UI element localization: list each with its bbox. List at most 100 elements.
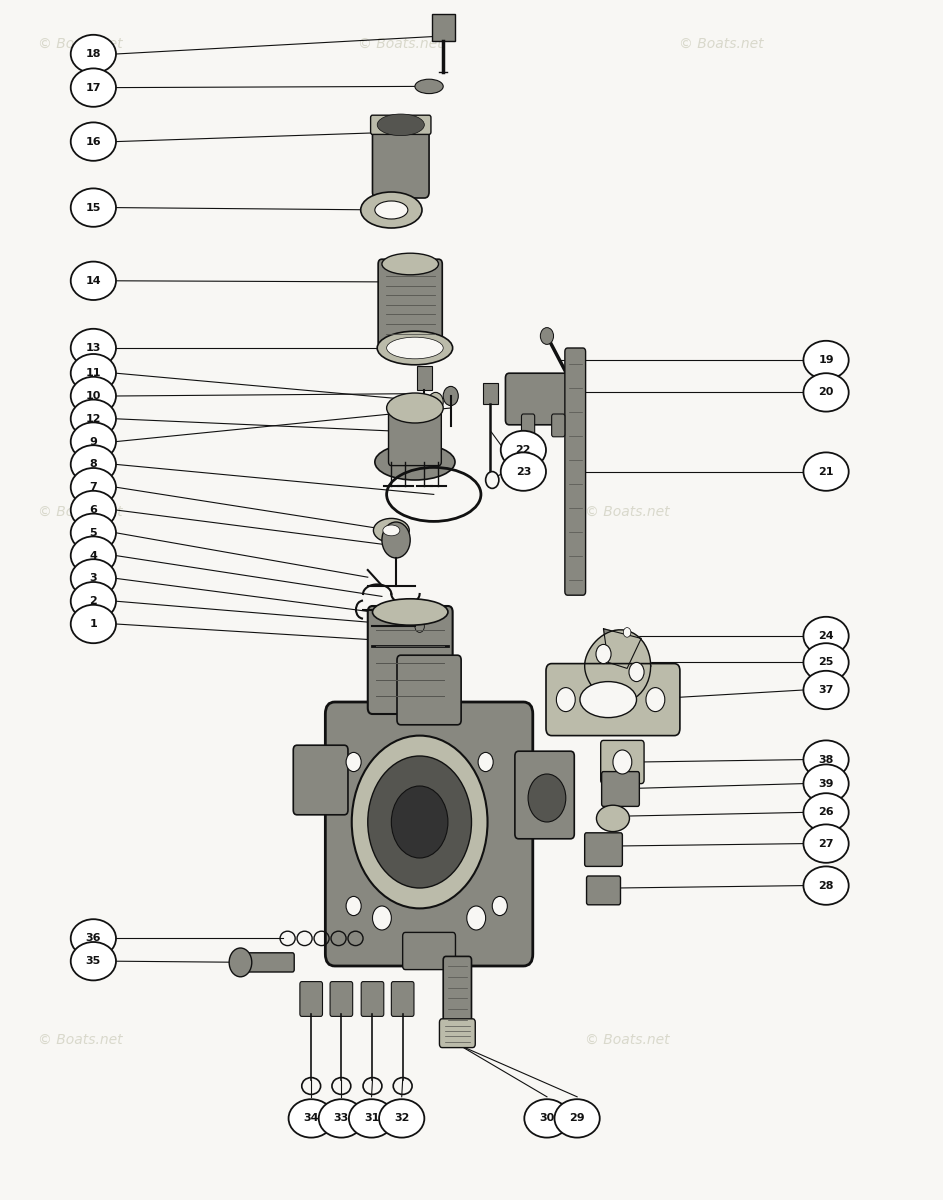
FancyBboxPatch shape [521,414,535,437]
FancyBboxPatch shape [585,833,622,866]
Ellipse shape [71,491,116,529]
FancyBboxPatch shape [372,120,429,198]
Text: 7: 7 [90,482,97,492]
FancyBboxPatch shape [389,404,441,466]
FancyBboxPatch shape [300,982,323,1016]
Text: © Boats.net: © Boats.net [38,37,123,50]
Ellipse shape [71,582,116,620]
Ellipse shape [372,599,448,625]
Text: 35: 35 [86,956,101,966]
Circle shape [492,896,507,916]
Ellipse shape [71,354,116,392]
FancyBboxPatch shape [505,373,579,425]
Ellipse shape [377,114,424,136]
Text: 9: 9 [90,437,97,446]
FancyBboxPatch shape [391,982,414,1016]
Ellipse shape [387,392,443,422]
Text: 37: 37 [819,685,834,695]
Circle shape [623,628,631,637]
Circle shape [556,688,575,712]
Ellipse shape [71,400,116,438]
FancyBboxPatch shape [361,982,384,1016]
FancyBboxPatch shape [587,876,620,905]
Text: 8: 8 [90,460,97,469]
Text: © Boats.net: © Boats.net [358,37,443,50]
Circle shape [229,948,252,977]
Text: 2: 2 [90,596,97,606]
Circle shape [467,906,486,930]
Ellipse shape [803,373,849,412]
Ellipse shape [803,824,849,863]
FancyBboxPatch shape [546,664,680,736]
Text: 1: 1 [90,619,97,629]
Circle shape [428,392,443,412]
FancyBboxPatch shape [443,956,472,1030]
Text: 38: 38 [819,755,834,764]
Ellipse shape [803,866,849,905]
Ellipse shape [803,740,849,779]
Ellipse shape [71,377,116,415]
Circle shape [346,752,361,772]
Text: 39: 39 [819,779,834,788]
Ellipse shape [71,605,116,643]
Circle shape [382,522,410,558]
Ellipse shape [71,445,116,484]
Ellipse shape [596,805,630,832]
FancyBboxPatch shape [483,383,498,404]
Text: 15: 15 [86,203,101,212]
Text: 25: 25 [819,658,834,667]
Circle shape [486,472,499,488]
Ellipse shape [377,331,453,365]
FancyBboxPatch shape [368,606,453,714]
Text: 3: 3 [90,574,97,583]
FancyBboxPatch shape [397,655,461,725]
Ellipse shape [71,942,116,980]
Text: 28: 28 [819,881,834,890]
Text: © Boats.net: © Boats.net [585,505,670,520]
Ellipse shape [524,1099,570,1138]
Text: 27: 27 [819,839,834,848]
FancyBboxPatch shape [515,751,574,839]
Ellipse shape [71,68,116,107]
Text: 20: 20 [819,388,834,397]
Ellipse shape [803,452,849,491]
Text: 33: 33 [334,1114,349,1123]
Text: 36: 36 [86,934,101,943]
Ellipse shape [374,200,407,218]
Ellipse shape [71,468,116,506]
Text: 11: 11 [86,368,101,378]
Ellipse shape [289,1099,334,1138]
Circle shape [646,688,665,712]
FancyBboxPatch shape [432,14,455,41]
Ellipse shape [71,188,116,227]
Text: 12: 12 [86,414,101,424]
FancyBboxPatch shape [330,982,353,1016]
FancyBboxPatch shape [378,259,442,347]
Circle shape [629,662,644,682]
Ellipse shape [71,262,116,300]
FancyBboxPatch shape [293,745,348,815]
FancyBboxPatch shape [371,115,431,134]
Ellipse shape [803,793,849,832]
Circle shape [415,620,424,632]
Ellipse shape [71,329,116,367]
FancyBboxPatch shape [239,953,294,972]
Text: 21: 21 [819,467,834,476]
Text: 26: 26 [819,808,834,817]
Polygon shape [604,629,641,668]
Text: 6: 6 [90,505,97,515]
Text: 10: 10 [86,391,101,401]
Ellipse shape [349,1099,394,1138]
FancyBboxPatch shape [403,932,455,970]
Ellipse shape [803,617,849,655]
Circle shape [368,756,472,888]
FancyBboxPatch shape [417,366,432,390]
FancyBboxPatch shape [602,772,639,806]
Ellipse shape [71,422,116,461]
Ellipse shape [383,526,400,535]
Circle shape [613,750,632,774]
Text: 14: 14 [86,276,101,286]
Ellipse shape [803,341,849,379]
Circle shape [391,786,448,858]
FancyBboxPatch shape [439,1019,475,1048]
